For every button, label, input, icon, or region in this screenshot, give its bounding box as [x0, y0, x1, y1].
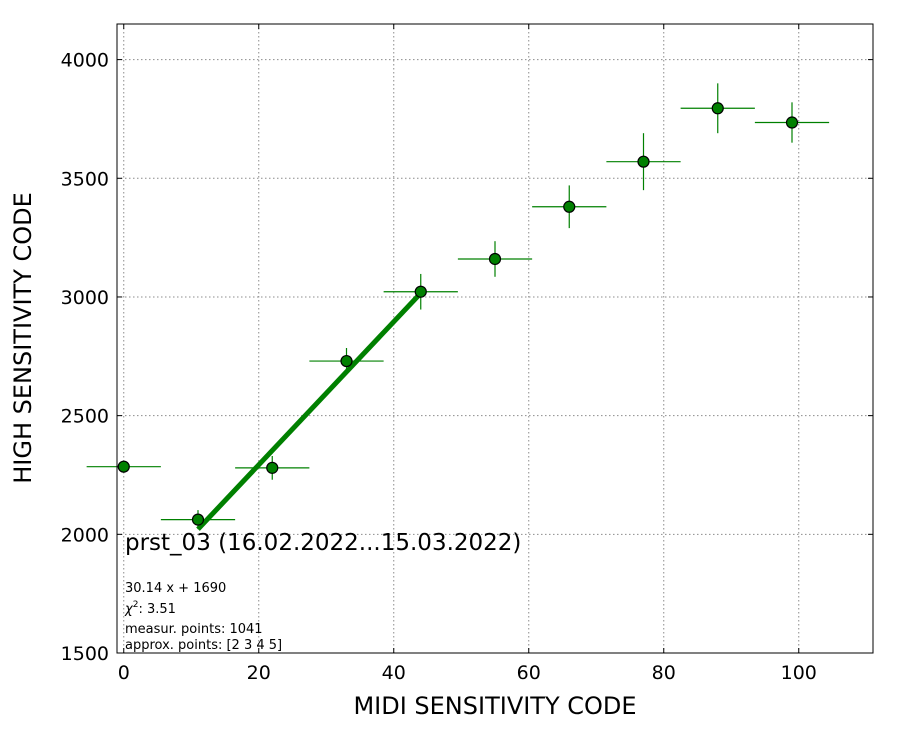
x-tick-label: 40 — [382, 662, 406, 684]
data-point — [340, 354, 353, 368]
x-tick-label: 20 — [247, 662, 271, 684]
x-tick-label: 60 — [517, 662, 541, 684]
x-tick-label: 0 — [118, 662, 130, 684]
annotation-chi2: χ2: 3.51 — [124, 600, 176, 617]
axis-ticks: 0 20 40 60 80 100 1500 2000 2500 3000 3500 4000 — [61, 24, 873, 684]
y-tick-label: 1500 — [61, 643, 109, 665]
grid — [117, 24, 873, 653]
y-tick-label: 3500 — [61, 168, 109, 190]
fit-line-group — [196, 291, 423, 531]
data-point — [191, 513, 205, 526]
annotation-equation: 30.14 x + 1690 — [125, 581, 226, 596]
data-point — [563, 200, 576, 213]
data-point — [414, 285, 427, 298]
data-point — [711, 102, 724, 115]
y-tick-label: 2000 — [61, 524, 109, 546]
y-axis-label: HIGH SENSITIVITY CODE — [9, 192, 37, 484]
data-point — [117, 460, 130, 473]
annotation-title: prst_03 (16.02.2022...15.03.2022) — [125, 530, 521, 556]
y-tick-label: 3000 — [61, 287, 109, 309]
data-point — [785, 116, 799, 129]
y-tick-label: 4000 — [61, 50, 109, 72]
x-tick-label: 80 — [652, 662, 676, 684]
data-point — [266, 461, 279, 474]
data-point — [488, 252, 502, 266]
data-point — [637, 155, 650, 168]
y-tick-label: 2500 — [61, 406, 109, 428]
annotation-measur-points: measur. points: 1041 — [125, 622, 263, 637]
plot-background — [117, 24, 873, 653]
chi2-value: 3.51 — [147, 602, 176, 617]
data-points — [117, 102, 799, 526]
annotation-approx-points: approx. points: [2 3 4 5] — [125, 638, 282, 653]
x-axis-label: MIDI SENSITIVITY CODE — [353, 692, 636, 720]
fit-line — [196, 291, 423, 531]
plot-frame — [116, 23, 874, 654]
x-tick-label: 100 — [781, 662, 817, 684]
